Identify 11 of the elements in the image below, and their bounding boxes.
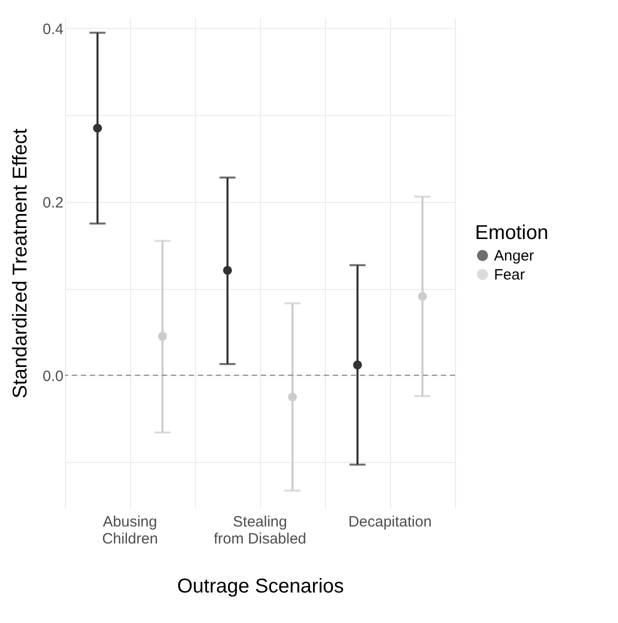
x-axis-title: Outrage Scenarios	[177, 576, 344, 598]
legend-label: Anger	[494, 248, 534, 264]
y-tick-label: 0.4	[42, 20, 64, 38]
y-tick-label: 0.0	[42, 368, 64, 385]
legend-label: Fear	[494, 266, 525, 284]
x-tick-label: Stealing from Disabled	[214, 514, 306, 548]
x-tick-label: Abusing Children	[102, 514, 158, 548]
y-axis-title: Standardized Treatment Effect	[10, 128, 32, 398]
y-tick-label: 0.2	[42, 194, 64, 212]
legend-title: Emotion	[475, 222, 548, 244]
x-tick-label: Decapitation	[348, 514, 432, 530]
